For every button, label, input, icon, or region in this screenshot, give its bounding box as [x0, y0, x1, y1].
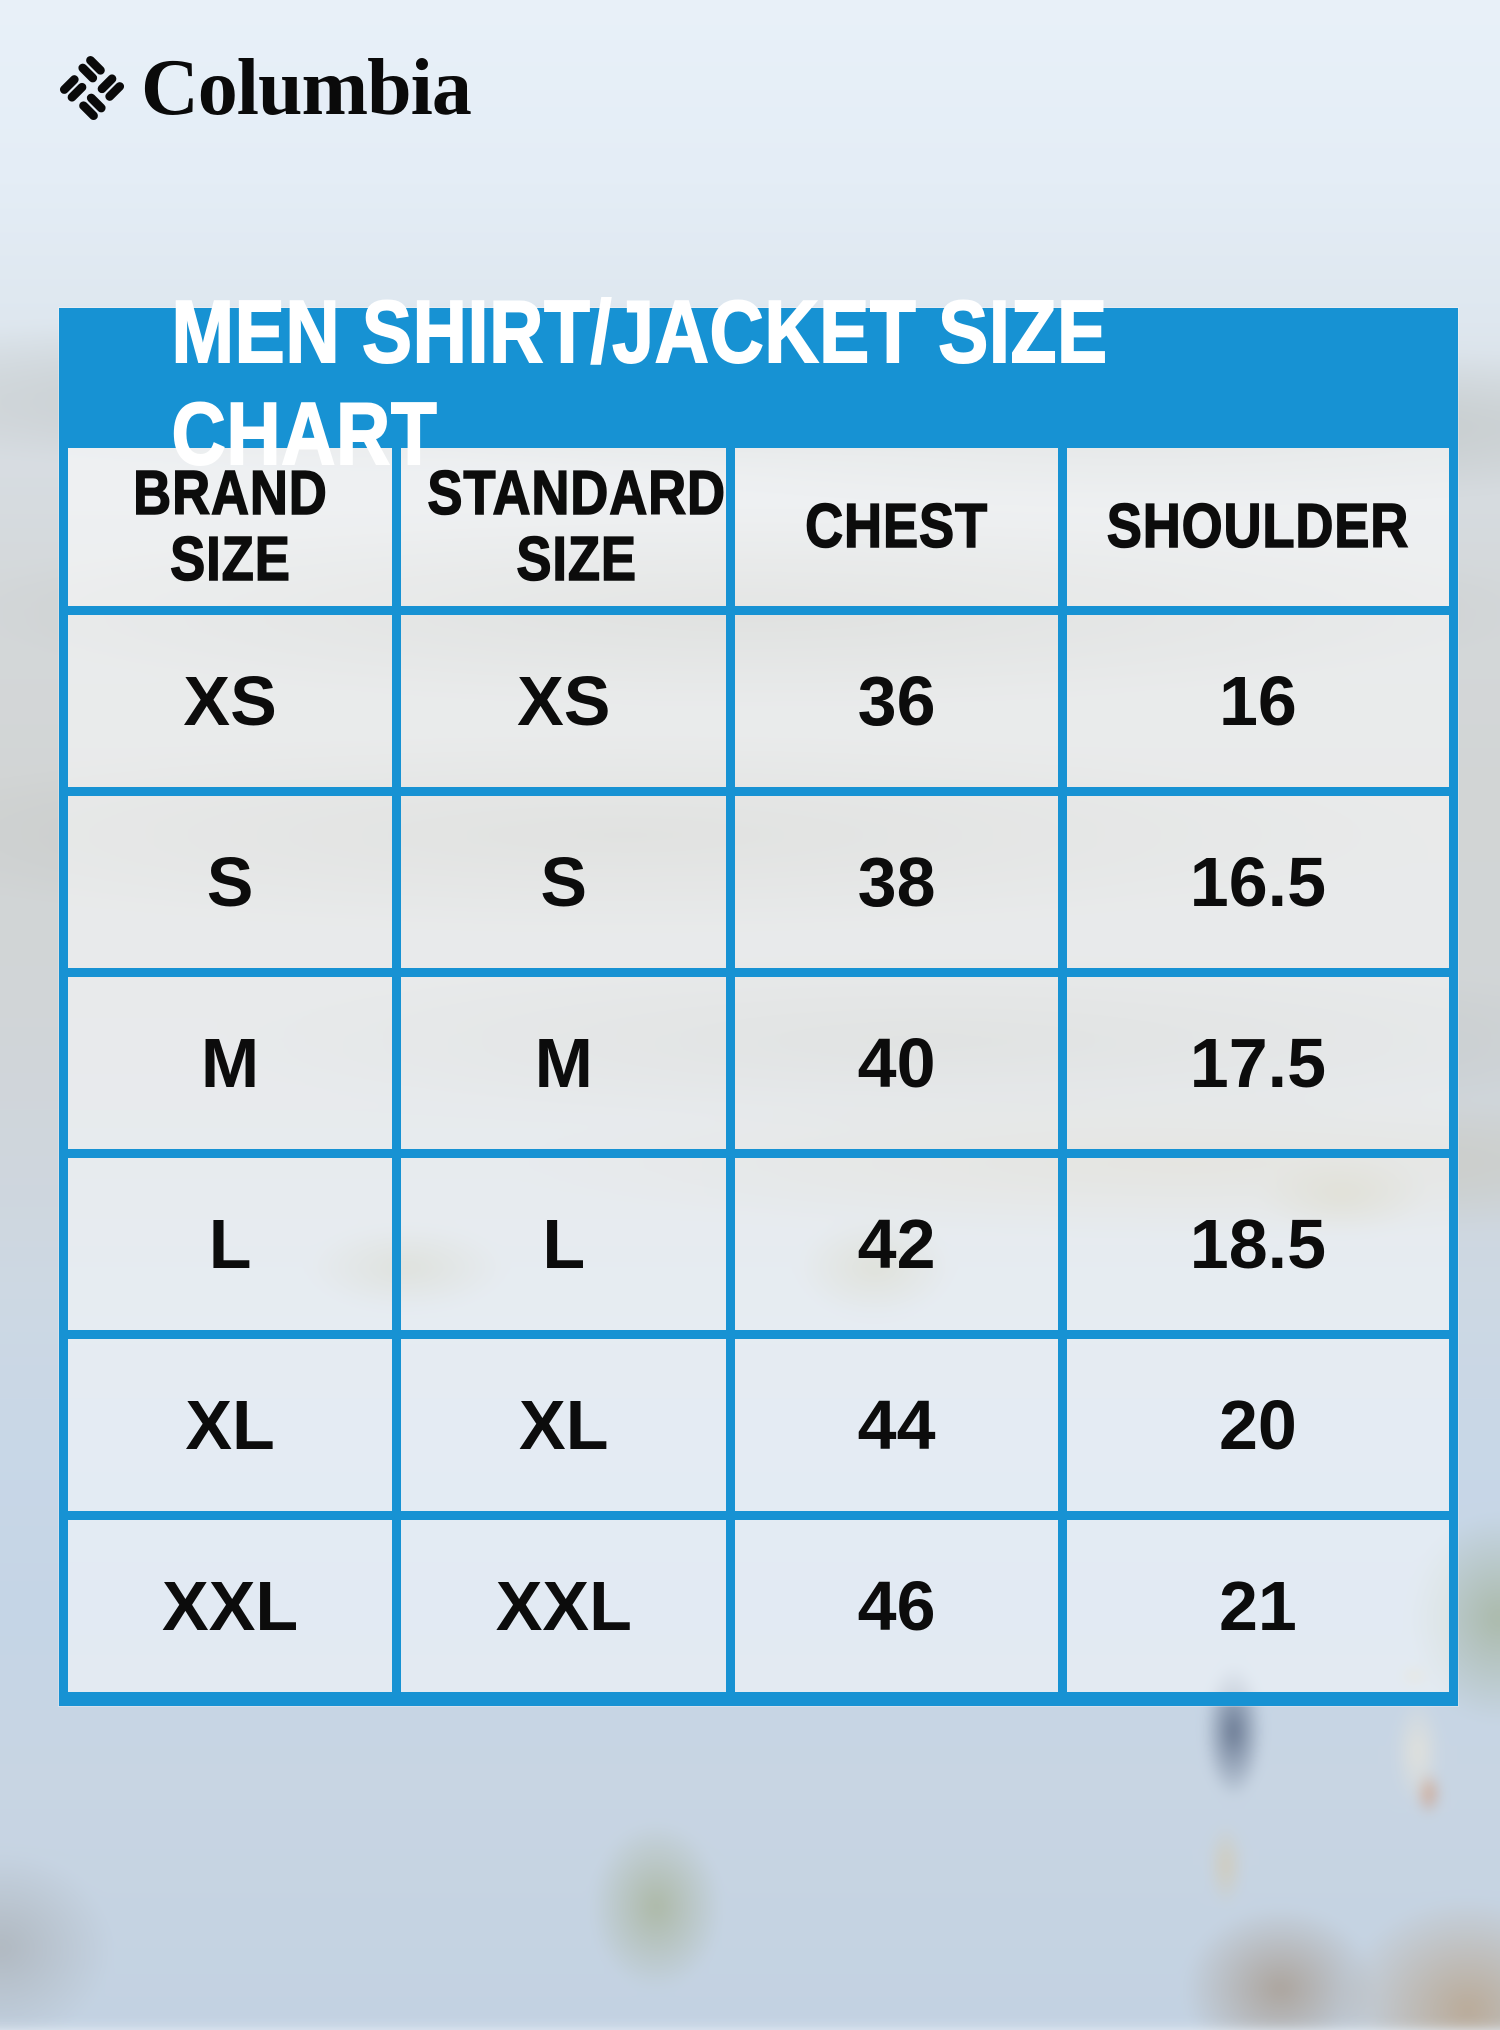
brand-wordmark: Columbia [141, 44, 472, 132]
brand-header: Columbia [55, 44, 472, 132]
cell-chest: 36 [726, 606, 1067, 796]
cell-chest: 40 [726, 968, 1067, 1158]
table-row-xl: XL XL 44 20 [68, 1330, 1449, 1520]
cell-brand-size: S [68, 787, 402, 977]
column-header-shoulder: SHOULDER [1057, 448, 1449, 615]
cell-chest: 46 [726, 1511, 1067, 1692]
cell-chest: 44 [726, 1330, 1067, 1520]
cell-standard-size: XS [392, 606, 736, 796]
column-header-brand-size: BRAND SIZE [68, 448, 402, 615]
cell-chest: 42 [726, 1149, 1067, 1339]
column-header-standard-size: STANDARD SIZE [392, 448, 736, 615]
table-row-s: S S 38 16.5 [68, 787, 1449, 977]
cell-shoulder: 16.5 [1057, 787, 1449, 977]
cell-shoulder: 18.5 [1057, 1149, 1449, 1339]
table-row-xxl: XXL XXL 46 21 [68, 1511, 1449, 1692]
cell-chest: 38 [726, 787, 1067, 977]
cell-shoulder: 17.5 [1057, 968, 1449, 1158]
column-header-chest: CHEST [726, 448, 1067, 615]
table-row-xs: XS XS 36 16 [68, 606, 1449, 796]
cell-shoulder: 16 [1057, 606, 1449, 796]
table-row-l: L L 42 18.5 [68, 1149, 1449, 1339]
cell-brand-size: XL [68, 1330, 402, 1520]
cell-brand-size: M [68, 968, 402, 1158]
cell-shoulder: 21 [1057, 1511, 1449, 1692]
cell-standard-size: M [392, 968, 736, 1158]
cell-brand-size: L [68, 1149, 402, 1339]
size-chart-title-bar: MEN SHIRT/JACKET SIZE CHART [68, 281, 1449, 484]
size-chart-title: MEN SHIRT/JACKET SIZE CHART [171, 281, 1108, 484]
size-table: BRAND SIZE STANDARD SIZE CHEST SHOULDER … [68, 448, 1449, 1692]
cell-standard-size: XL [392, 1330, 736, 1520]
cell-shoulder: 20 [1057, 1330, 1449, 1520]
size-chart: MEN SHIRT/JACKET SIZE CHART BRAND SIZE S… [59, 281, 1458, 1706]
cell-standard-size: S [392, 787, 736, 977]
table-header-row: BRAND SIZE STANDARD SIZE CHEST SHOULDER [68, 448, 1449, 615]
cell-standard-size: L [392, 1149, 736, 1339]
cell-standard-size: XXL [392, 1511, 736, 1692]
columbia-gem-icon [59, 55, 125, 121]
cell-brand-size: XXL [68, 1511, 402, 1692]
table-row-m: M M 40 17.5 [68, 968, 1449, 1158]
cell-brand-size: XS [68, 606, 402, 796]
